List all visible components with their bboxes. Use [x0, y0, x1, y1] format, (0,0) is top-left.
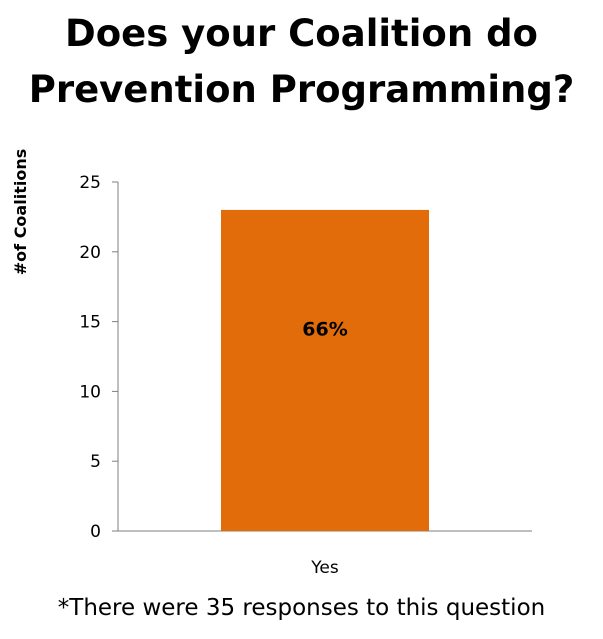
x-tick-label: Yes	[310, 558, 339, 578]
y-tick-label: 0	[90, 522, 101, 542]
y-axis-title: #of Coalitions	[11, 149, 30, 275]
bar-data-label: 66%	[302, 318, 347, 340]
y-tick-label: 10	[79, 382, 101, 402]
chart-title: Does your Coalition do Prevention Progra…	[28, 12, 575, 111]
y-tick-label: 20	[79, 243, 101, 263]
bar-yes	[221, 209, 429, 532]
bar-chart: #of Coalitions 0 5 10 15 20 25 66% Yes	[11, 149, 532, 578]
y-tick-label: 5	[90, 452, 101, 472]
y-tick-label: 25	[79, 173, 101, 193]
footnote: *There were 35 responses to this questio…	[57, 595, 546, 621]
y-tick-label: 15	[79, 313, 101, 333]
